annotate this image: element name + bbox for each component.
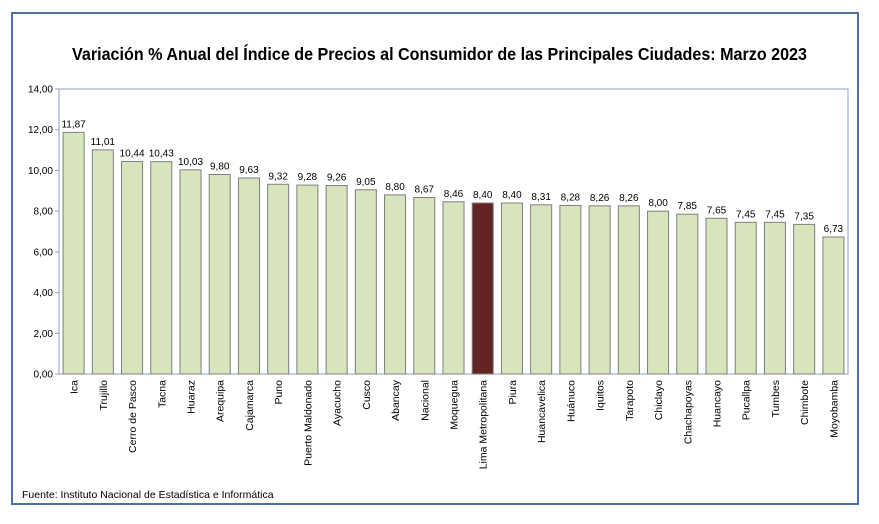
x-tick-label: Puno xyxy=(273,380,285,405)
bar-puerto-maldonado xyxy=(296,184,319,375)
chart-frame xyxy=(11,12,859,505)
x-tick-label: Arequipa xyxy=(215,380,227,422)
x-tick-label: Cusco xyxy=(361,380,373,410)
chart-title: Variación % Anual del Índice de Precios … xyxy=(72,44,807,64)
bar-tacna xyxy=(150,161,173,375)
data-label: 9,26 xyxy=(327,172,347,183)
data-label: 7,85 xyxy=(678,201,698,212)
data-label: 7,35 xyxy=(794,211,814,222)
bar-tarapoto xyxy=(617,205,640,375)
data-label: 10,44 xyxy=(120,148,145,159)
bar-trujillo xyxy=(91,149,114,375)
data-label: 8,67 xyxy=(415,185,435,196)
x-tick-label: Nacional xyxy=(419,380,431,421)
data-label: 10,03 xyxy=(178,157,203,168)
data-label: 9,05 xyxy=(356,177,376,188)
bar-tumbes xyxy=(763,221,786,375)
data-label: 8,80 xyxy=(385,182,405,193)
bar-arequipa xyxy=(208,174,231,375)
y-tick-label: 2,00 xyxy=(34,329,54,340)
y-tick-label: 6,00 xyxy=(34,247,54,258)
x-tick-label: Piura xyxy=(507,380,519,405)
data-label: 9,28 xyxy=(298,172,318,183)
data-label: 8,40 xyxy=(473,190,493,201)
data-label: 8,26 xyxy=(619,193,639,204)
x-tick-label: Cajamarca xyxy=(244,380,256,431)
x-tick-label: Tumbes xyxy=(770,380,782,418)
x-tick-label: Moquegua xyxy=(449,380,461,430)
x-tick-label: Chimbote xyxy=(799,380,811,425)
bar-ayacucho xyxy=(325,184,348,375)
data-label: 11,01 xyxy=(91,137,116,148)
data-label: 9,63 xyxy=(239,165,259,176)
data-label: 9,32 xyxy=(268,171,288,182)
bar-cajamarca xyxy=(237,177,260,375)
bar-moyobamba xyxy=(822,236,845,375)
bar-chachapoyas xyxy=(676,213,699,375)
x-tick-label: Ayacucho xyxy=(332,380,344,426)
bar-pucallpa xyxy=(734,221,757,375)
source-note: Fuente: Instituto Nacional de Estadístic… xyxy=(22,489,274,501)
data-label: 7,45 xyxy=(765,209,785,220)
data-label: 8,26 xyxy=(590,193,610,204)
x-tick-label: Huánuco xyxy=(565,380,577,422)
x-tick-label: Pucallpa xyxy=(741,380,753,420)
y-tick-label: 12,00 xyxy=(28,125,53,136)
y-tick-label: 4,00 xyxy=(34,288,54,299)
bar-nacional xyxy=(413,197,436,375)
bar-huancavelica xyxy=(530,204,553,375)
y-tick-label: 8,00 xyxy=(34,207,54,218)
x-tick-label: Tarapoto xyxy=(624,380,636,421)
bar-chiclayo xyxy=(647,210,670,375)
x-tick-label: Puerto Maldonado xyxy=(302,380,314,466)
data-label: 8,28 xyxy=(561,192,581,203)
bar-abancay xyxy=(384,194,407,375)
data-label: 6,73 xyxy=(824,224,844,235)
data-label: 8,46 xyxy=(444,189,464,200)
bar-cerro-de-pasco xyxy=(121,160,144,375)
data-label: 11,87 xyxy=(61,119,86,130)
x-tick-label: Huancavelica xyxy=(536,380,548,443)
bar-cusco xyxy=(354,189,377,375)
y-tick-label: 14,00 xyxy=(28,85,53,96)
x-tick-label: Ica xyxy=(69,380,81,394)
y-tick-label: 0,00 xyxy=(34,370,54,381)
bar-iquitos xyxy=(588,205,611,375)
x-tick-label: Lima Metropolitana xyxy=(478,380,490,469)
data-label: 9,80 xyxy=(210,162,230,173)
data-label: 8,31 xyxy=(531,192,551,203)
data-label: 7,65 xyxy=(707,205,727,216)
bar-huánuco xyxy=(559,204,582,375)
x-tick-label: Tacna xyxy=(156,380,168,408)
bar-piura xyxy=(500,202,523,375)
x-tick-label: Cerro de Pasco xyxy=(127,380,139,453)
bar-ica xyxy=(62,131,85,375)
data-label: 10,43 xyxy=(149,149,174,160)
x-tick-label: Abancay xyxy=(390,379,402,421)
data-label: 8,00 xyxy=(648,198,668,209)
bar-puno xyxy=(267,183,290,375)
bar-huaraz xyxy=(179,169,202,375)
bar-huancayo xyxy=(705,217,728,375)
x-tick-label: Chachapoyas xyxy=(682,380,694,444)
x-tick-label: Huancayo xyxy=(712,380,724,427)
bar-lima-metropolitana xyxy=(471,202,494,375)
x-tick-label: Moyobamba xyxy=(828,380,840,438)
data-label: 8,40 xyxy=(502,190,522,201)
x-tick-label: Trujillo xyxy=(98,380,110,411)
y-tick-label: 10,00 xyxy=(28,166,53,177)
data-label: 7,45 xyxy=(736,209,756,220)
x-tick-label: Huaraz xyxy=(186,380,198,414)
bar-moquegua xyxy=(442,201,465,375)
x-tick-label: Iquitos xyxy=(595,380,607,411)
bar-chimbote xyxy=(793,223,816,375)
x-tick-label: Chiclayo xyxy=(653,380,665,420)
